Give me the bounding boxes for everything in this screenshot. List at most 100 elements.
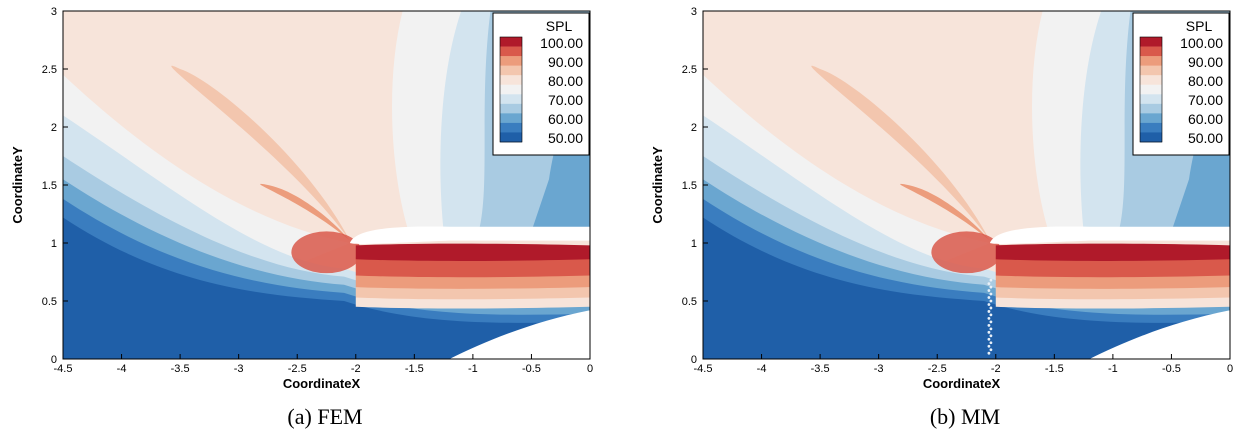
wake-band-1 bbox=[355, 285, 590, 300]
x-tick-label: -2.5 bbox=[928, 363, 947, 375]
legend-label: 90.00 bbox=[1188, 54, 1223, 70]
colorbar-swatch bbox=[1140, 132, 1162, 143]
band-lower-4 bbox=[703, 217, 1230, 359]
x-tick-label: -4 bbox=[757, 363, 767, 375]
noise-dot bbox=[987, 310, 991, 313]
noise-dot bbox=[989, 327, 993, 331]
wake-band-1 bbox=[995, 285, 1230, 300]
x-tick-label: -1 bbox=[1108, 363, 1118, 375]
x-axis-title: CoordinateX bbox=[923, 376, 1001, 391]
lower-body-geometry bbox=[449, 310, 590, 359]
y-tick-label: 1 bbox=[691, 238, 697, 250]
noise-dot bbox=[989, 285, 993, 289]
wake-band-4 bbox=[355, 243, 590, 261]
noise-dot bbox=[989, 320, 993, 324]
colorbar-frame bbox=[499, 36, 523, 143]
x-tick-label: 0 bbox=[587, 363, 593, 375]
lip-geometry bbox=[349, 226, 590, 244]
colorbar-swatch bbox=[500, 75, 522, 86]
legend-label: 80.00 bbox=[548, 73, 583, 89]
noise-dot bbox=[989, 306, 993, 310]
colorbar-swatch bbox=[1140, 65, 1162, 76]
y-tick-label: 2.5 bbox=[42, 64, 57, 76]
x-tick-label: -1.5 bbox=[1045, 363, 1064, 375]
caption-mm: (b) MM bbox=[929, 404, 1001, 429]
y-tick-label: 0 bbox=[51, 354, 57, 366]
noise-dot bbox=[987, 344, 991, 348]
lobe-inner bbox=[931, 231, 1002, 274]
panel-fem: -4.5 -4 -3.5 -3 -2.5 -2 -1.5 -1 -0.5 0 0 0.5 1 1.5 2 2.… bbox=[0, 0, 600, 395]
legend-label: 90.00 bbox=[548, 54, 583, 70]
legend-label: 80.00 bbox=[1188, 73, 1223, 89]
colorbar-swatch bbox=[500, 113, 522, 124]
caption-fem: (a) FEM bbox=[287, 404, 363, 429]
noise-dot bbox=[987, 296, 991, 299]
noise-dot bbox=[989, 348, 993, 352]
colorbar-swatch bbox=[1140, 46, 1162, 57]
legend-title: SPL bbox=[1186, 18, 1213, 34]
x-tick-label: -2 bbox=[351, 363, 361, 375]
lobe-outer bbox=[171, 65, 350, 241]
y-tick-label: 0 bbox=[691, 354, 697, 366]
colorbar-swatch bbox=[1140, 75, 1162, 86]
x-tick-label: -2 bbox=[991, 363, 1001, 375]
legend-label: 100.00 bbox=[1180, 35, 1223, 51]
y-tick-label: 0.5 bbox=[42, 296, 57, 308]
y-tick-label: 1 bbox=[51, 238, 57, 250]
colorbar-swatch bbox=[1140, 122, 1162, 133]
x-tick-label: -1 bbox=[468, 363, 478, 375]
y-tick-label: 0.5 bbox=[682, 296, 697, 308]
colorbar-swatch bbox=[1140, 56, 1162, 66]
colorbar-swatch bbox=[1140, 103, 1162, 114]
noise-dot bbox=[987, 330, 991, 334]
noise-dot bbox=[987, 337, 991, 341]
colorbar-swatch bbox=[1140, 84, 1162, 95]
x-tick-label: -3.5 bbox=[171, 363, 190, 375]
x-axis-title: CoordinateX bbox=[283, 376, 361, 391]
x-tick-label: -3 bbox=[874, 363, 884, 375]
y-axis-title: CoordinateY bbox=[10, 146, 25, 224]
noise-dot bbox=[989, 299, 993, 303]
colorbar-swatch bbox=[500, 103, 522, 114]
colorbar-swatch bbox=[1140, 37, 1162, 47]
colorbar-swatch bbox=[500, 94, 522, 105]
y-tick-label: 2 bbox=[51, 122, 57, 134]
lower-body-geometry bbox=[1089, 310, 1230, 359]
legend-label: 100.00 bbox=[540, 35, 583, 51]
noise-dot bbox=[989, 313, 993, 317]
colorbar-swatch bbox=[500, 122, 522, 133]
y-tick-label: 2 bbox=[691, 122, 697, 134]
colorbar-swatch bbox=[500, 37, 522, 47]
lip-geometry bbox=[989, 226, 1230, 244]
x-tick-label: -4 bbox=[117, 363, 127, 375]
legend-label: 50.00 bbox=[1188, 130, 1223, 146]
x-tick-label: -3.5 bbox=[811, 363, 830, 375]
y-tick-label: 3 bbox=[691, 6, 697, 18]
legend-title: SPL bbox=[546, 18, 573, 34]
noise-dot bbox=[987, 289, 991, 292]
panel-mm: -4.5 -4 -3.5 -3 -2.5 -2 -1.5 -1 -0.5 0 0 0.5 1 1.5 2 2.… bbox=[640, 0, 1240, 395]
wake-band-2 bbox=[355, 273, 590, 289]
y-tick-label: 2.5 bbox=[682, 64, 697, 76]
contour-chart-fem: -4.5 -4 -3.5 -3 -2.5 -2 -1.5 -1 -0.5 0 0 0.5 1 1.5 2 2.… bbox=[10, 6, 593, 391]
lobe-outer bbox=[811, 65, 990, 241]
contour-field bbox=[703, 11, 1230, 359]
contour-chart-mm: -4.5 -4 -3.5 -3 -2.5 -2 -1.5 -1 -0.5 0 0 0.5 1 1.5 2 2.… bbox=[650, 6, 1233, 391]
noise-dot bbox=[989, 278, 993, 282]
x-tick-label: -4.5 bbox=[54, 363, 73, 375]
x-tick-label: -3 bbox=[234, 363, 244, 375]
x-tick-label: -2.5 bbox=[288, 363, 307, 375]
noise-dot bbox=[989, 341, 993, 345]
colorbar-swatch bbox=[500, 84, 522, 95]
colorbar-frame bbox=[1139, 36, 1163, 143]
noise-dot bbox=[987, 282, 991, 285]
noise-dot bbox=[987, 351, 991, 355]
colorbar-swatch bbox=[1140, 113, 1162, 124]
y-tick-label: 1.5 bbox=[682, 180, 697, 192]
lobe-inner bbox=[291, 231, 362, 274]
y-tick-label: 3 bbox=[51, 6, 57, 18]
colorbar-swatch bbox=[500, 46, 522, 57]
y-axis-title: CoordinateY bbox=[650, 146, 665, 224]
